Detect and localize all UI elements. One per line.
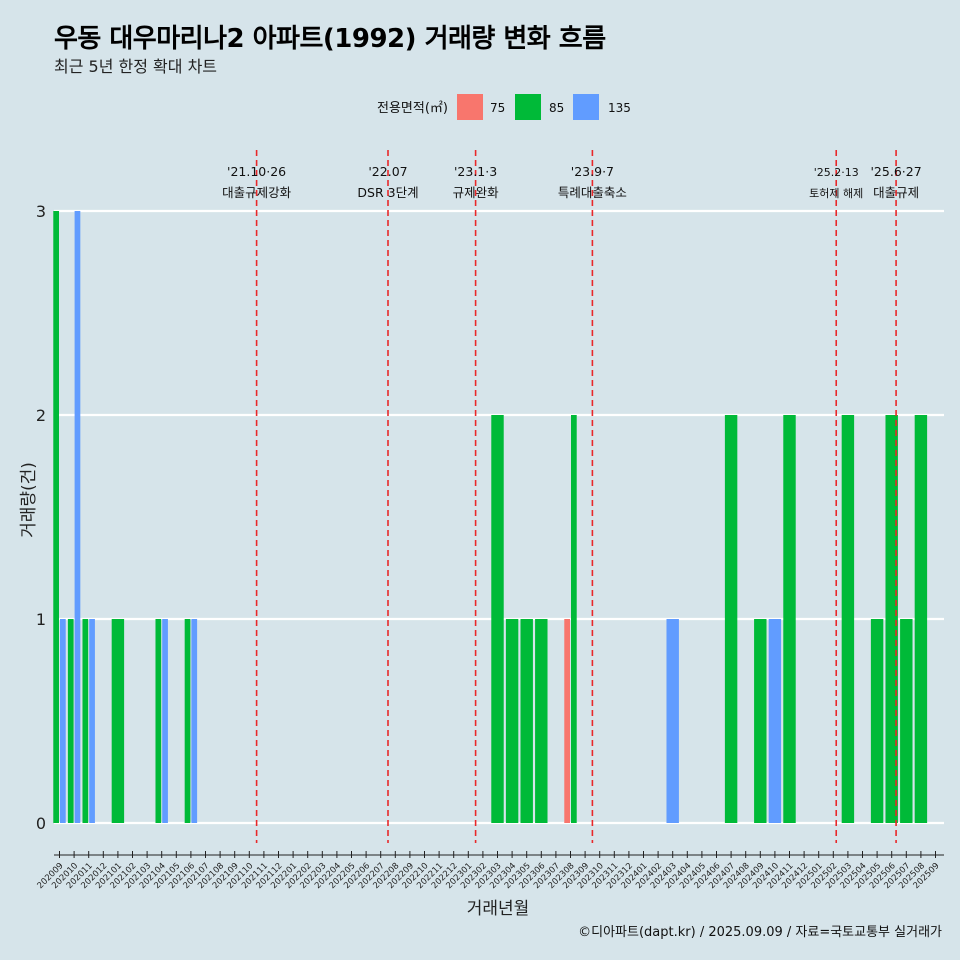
legend-title: 전용면적(㎡) — [377, 101, 448, 116]
policy-date: '21.10·26 — [227, 164, 286, 179]
bar-85-202507 — [900, 619, 913, 823]
bar-85-202104 — [155, 619, 162, 823]
bar-85-202304 — [505, 619, 519, 823]
bar-85-202409 — [754, 619, 767, 823]
bar-135-202010 — [74, 211, 81, 823]
bar-85-202009 — [53, 211, 59, 823]
bar-135-202403 — [666, 619, 679, 823]
bar-85-202407 — [724, 415, 738, 823]
bar-85-202308 — [571, 415, 577, 823]
policy-date: '25.6·27 — [871, 164, 922, 179]
y-tick-label: 1 — [36, 610, 46, 629]
y-axis-label: 거래량(건) — [19, 462, 39, 538]
policy-label: 대출규제 — [873, 185, 919, 200]
bar-75-202308 — [564, 619, 570, 823]
chart-title: 우동 대우마리나2 아파트(1992) 거래량 변화 흐름 — [54, 24, 606, 54]
policy-label: 토허제 해제 — [809, 186, 863, 200]
y-tick-label: 2 — [36, 406, 46, 425]
bar-85-202505 — [870, 619, 884, 823]
bar-85-202306 — [535, 619, 548, 823]
legend-label: 135 — [608, 101, 631, 115]
legend-label: 85 — [549, 101, 564, 115]
legend-label: 75 — [490, 101, 505, 115]
bar-135-202011 — [89, 619, 95, 823]
chart-subtitle: 최근 5년 한정 확대 차트 — [54, 57, 218, 76]
bar-85-202411 — [783, 415, 796, 823]
bar-85-202508 — [914, 415, 928, 823]
bar-85-202106 — [184, 619, 191, 823]
bar-85-202303 — [491, 415, 504, 823]
policy-date: '22.07 — [368, 164, 407, 179]
policy-date: '25.2·13 — [814, 166, 859, 179]
legend-swatch-85 — [515, 94, 541, 120]
bar-135-202104 — [162, 619, 168, 823]
bar-85-202010 — [67, 619, 74, 823]
policy-label: 특례대출축소 — [558, 185, 627, 200]
source-caption: ©디아파트(dapt.kr) / 2025.09.09 / 자료=국토교통부 실… — [578, 925, 942, 940]
policy-date: '23.9·7 — [571, 164, 614, 179]
policy-label: 대출규제강화 — [222, 185, 292, 200]
x-axis-label: 거래년월 — [467, 899, 530, 919]
bar-85-202506 — [885, 415, 898, 823]
bar-135-202106 — [191, 619, 198, 823]
legend-swatch-75 — [457, 94, 483, 120]
bar-85-202011 — [82, 619, 89, 823]
bar-85-202305 — [520, 619, 533, 823]
bar-85-202503 — [841, 415, 855, 823]
policy-label: 규제완화 — [453, 185, 500, 200]
policy-date: '23.1·3 — [454, 164, 497, 179]
y-tick-label: 3 — [36, 202, 46, 221]
policy-label: DSR 3단계 — [357, 185, 418, 200]
legend-swatch-135 — [573, 94, 599, 120]
bar-85-202101 — [111, 619, 125, 823]
bar-135-202009 — [60, 619, 66, 823]
bar-135-202410 — [768, 619, 782, 823]
y-tick-label: 0 — [36, 814, 46, 833]
